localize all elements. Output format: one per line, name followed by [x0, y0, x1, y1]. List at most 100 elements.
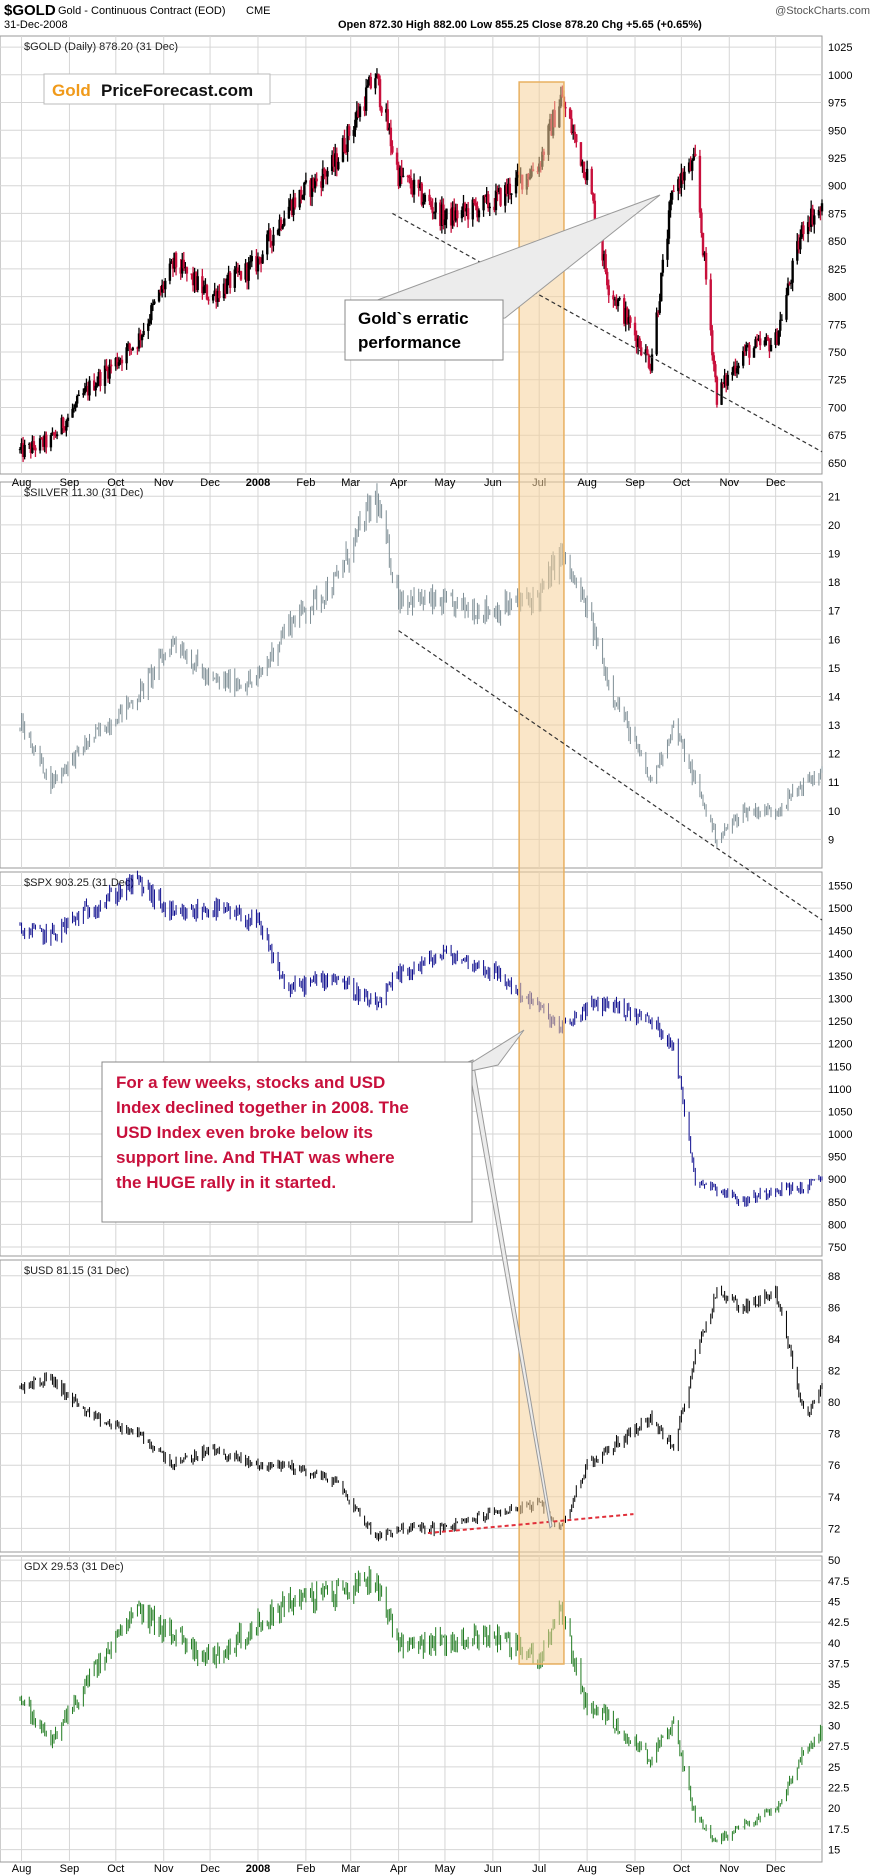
- candle-body: [21, 443, 25, 457]
- y-tick-label: 11: [828, 777, 839, 789]
- candle-body: [777, 330, 780, 345]
- y-tick-label: 17.5: [828, 1824, 849, 1836]
- candle-body: [343, 137, 346, 152]
- candle-body: [485, 194, 488, 197]
- stocks-callout-box: [101, 1061, 473, 1223]
- candle-body: [85, 386, 88, 389]
- candle-body: [741, 350, 745, 366]
- x-tick-label: Mar: [341, 1863, 360, 1875]
- candle-body: [239, 271, 243, 280]
- y-tick-label: 1250: [828, 1016, 852, 1028]
- candle-body: [769, 344, 773, 352]
- candle-body: [170, 261, 173, 264]
- highlight-period: [518, 81, 565, 1665]
- candle-body: [440, 204, 444, 226]
- candle-body: [320, 181, 323, 188]
- candle-body: [474, 202, 478, 207]
- candle-body: [162, 284, 165, 290]
- candle-body: [18, 449, 22, 451]
- candle-body: [364, 87, 368, 111]
- candle-body: [106, 368, 110, 379]
- candle-body: [763, 340, 767, 346]
- candle-body: [487, 194, 490, 209]
- candle-body: [72, 407, 76, 409]
- candle-body: [775, 332, 779, 345]
- candle-body: [644, 349, 648, 356]
- candle-body: [289, 200, 292, 207]
- candle-body: [626, 308, 629, 324]
- candle-body: [768, 340, 771, 352]
- candle-body: [454, 210, 457, 221]
- candle-body: [650, 354, 654, 371]
- candle-body: [324, 174, 328, 177]
- candle-body: [130, 348, 133, 350]
- candle-body: [766, 336, 770, 341]
- x-tick-label: Aug: [577, 477, 597, 489]
- candle-body: [613, 299, 617, 301]
- candle-body: [402, 175, 405, 177]
- candle-body: [687, 162, 691, 172]
- candle-body: [409, 178, 413, 189]
- candle-body: [808, 222, 811, 227]
- candle-body: [244, 263, 247, 280]
- candle-body: [190, 273, 193, 275]
- candle-body: [261, 254, 264, 264]
- candle-body: [669, 199, 672, 211]
- candle-body: [108, 364, 111, 379]
- candle-body: [488, 206, 491, 209]
- candle-body: [395, 152, 399, 165]
- gold-downtrend-line: [392, 212, 823, 453]
- y-tick-label: 10: [828, 806, 840, 818]
- candle-body: [245, 263, 249, 281]
- y-tick-label: 15: [828, 663, 840, 675]
- candle-body: [712, 355, 716, 365]
- candle-body: [157, 289, 161, 302]
- candle-body: [281, 225, 284, 229]
- candle-body: [735, 368, 739, 374]
- y-tick-label: 1000: [828, 1129, 852, 1141]
- candle-body: [386, 109, 389, 131]
- header-exchange: CME: [246, 5, 270, 17]
- y-tick-label: 1150: [828, 1061, 852, 1073]
- candle-body: [83, 388, 87, 394]
- candle-body: [417, 179, 420, 189]
- candle-body: [636, 338, 640, 347]
- y-tick-label: 25: [828, 1762, 840, 1774]
- x-tick-label: Aug: [12, 477, 32, 489]
- candle-body: [43, 434, 46, 447]
- candle-body: [227, 272, 230, 279]
- x-tick-label: Apr: [390, 477, 407, 489]
- y-tick-label: 18: [828, 577, 840, 589]
- candle-body: [819, 209, 822, 212]
- stocks-callout-line-5: the HUGE rally in it started.: [116, 1173, 336, 1192]
- candle-body: [482, 195, 485, 211]
- candle-body: [398, 167, 402, 187]
- y-tick-label: 1500: [828, 903, 852, 915]
- candle-body: [463, 203, 467, 212]
- y-tick-label: 88: [828, 1271, 840, 1283]
- candle-body: [224, 283, 227, 294]
- y-tick-label: 1200: [828, 1039, 852, 1051]
- candle-body: [754, 339, 757, 349]
- series-label: $USD 81.15 (31 Dec): [24, 1265, 129, 1277]
- candle-body: [570, 118, 573, 133]
- y-tick-label: 1100: [828, 1084, 852, 1096]
- candle-body: [238, 271, 241, 273]
- candle-body: [508, 183, 512, 195]
- candle-body: [202, 286, 206, 294]
- candle-body: [191, 273, 195, 286]
- y-tick-label: 72: [828, 1523, 840, 1535]
- series-label: $SPX 903.25 (31 Dec): [24, 877, 134, 889]
- candle-body: [661, 259, 665, 273]
- candle-body: [789, 282, 793, 284]
- x-tick-label: Dec: [200, 477, 220, 489]
- candle-body: [507, 183, 510, 194]
- candle-body: [193, 272, 196, 286]
- candle-body: [755, 339, 759, 341]
- candle-body: [629, 317, 632, 323]
- candle-body: [667, 210, 671, 239]
- candle-body: [303, 182, 306, 196]
- x-tick-label: Dec: [766, 1863, 786, 1875]
- candle-body: [105, 365, 108, 369]
